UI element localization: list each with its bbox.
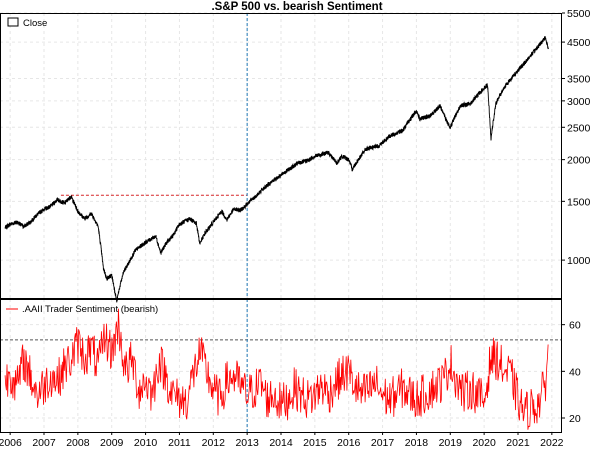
x-tick-label: 2017 — [371, 437, 395, 449]
x-tick-label: 2020 — [472, 437, 496, 449]
x-tick-label: 2012 — [202, 437, 226, 449]
x-tick-label: 2019 — [439, 437, 463, 449]
sentiment-series — [4, 308, 549, 430]
x-tick-label: 2016 — [337, 437, 361, 449]
y-tick-label: 3000 — [567, 96, 591, 108]
x-tick-label: 2013 — [235, 437, 259, 449]
x-tick-label: 2010 — [134, 437, 158, 449]
y-tick-label: 2500 — [567, 122, 591, 134]
y-tick-label: 5500 — [567, 8, 591, 20]
y-tick-label: 4500 — [567, 37, 591, 49]
series-line-aaii-bearish — [4, 308, 549, 430]
y-tick-label: 1500 — [567, 196, 591, 208]
y-tick-label: 1000 — [567, 255, 591, 267]
price-panel: 1000 1500 2000 2500 3000 3500 4500 5500 Close — [0, 8, 591, 303]
price-y-ticks: 1000 1500 2000 2500 3000 3500 4500 5500 — [562, 8, 591, 267]
x-tick-label: 2008 — [66, 437, 90, 449]
sentiment-legend: .AAII Trader Sentiment (bearish) — [6, 304, 158, 315]
price-legend: Close — [7, 17, 47, 29]
y-tick-label: 40 — [569, 366, 581, 378]
chart-title: .S&P 500 vs. bearish Sentiment — [211, 1, 382, 13]
sentiment-annotations — [0, 299, 562, 432]
y-tick-label: 3500 — [567, 74, 591, 86]
x-tick-label: 2009 — [100, 437, 124, 449]
series-line-close — [4, 36, 549, 303]
sentiment-y-ticks: 20 40 60 — [562, 320, 581, 425]
x-tick-label: 2022 — [540, 437, 564, 449]
y-tick-label: 60 — [569, 320, 581, 332]
x-tick-label: 2006 — [0, 437, 22, 449]
price-annotations — [60, 13, 248, 298]
x-axis: 2006 2007 2008 2009 2010 2011 2012 2013 2014 2015… — [0, 432, 564, 449]
price-frame — [0, 13, 562, 299]
legend-swatch-close — [7, 17, 19, 27]
x-tick-label: 2018 — [405, 437, 429, 449]
y-tick-label: 2000 — [567, 155, 591, 167]
price-panel-frame — [0, 13, 562, 299]
legend-label-aaii: .AAII Trader Sentiment (bearish) — [22, 304, 158, 315]
price-series — [4, 36, 549, 303]
y-tick-label: 20 — [569, 413, 581, 425]
x-tick-label: 2021 — [506, 437, 530, 449]
x-tick-label: 2015 — [303, 437, 327, 449]
x-tick-label: 2007 — [32, 437, 56, 449]
x-tick-label: 2014 — [269, 437, 293, 449]
legend-label-close: Close — [23, 18, 47, 29]
sentiment-grid — [0, 299, 562, 432]
x-tick-label: 2011 — [168, 437, 191, 449]
